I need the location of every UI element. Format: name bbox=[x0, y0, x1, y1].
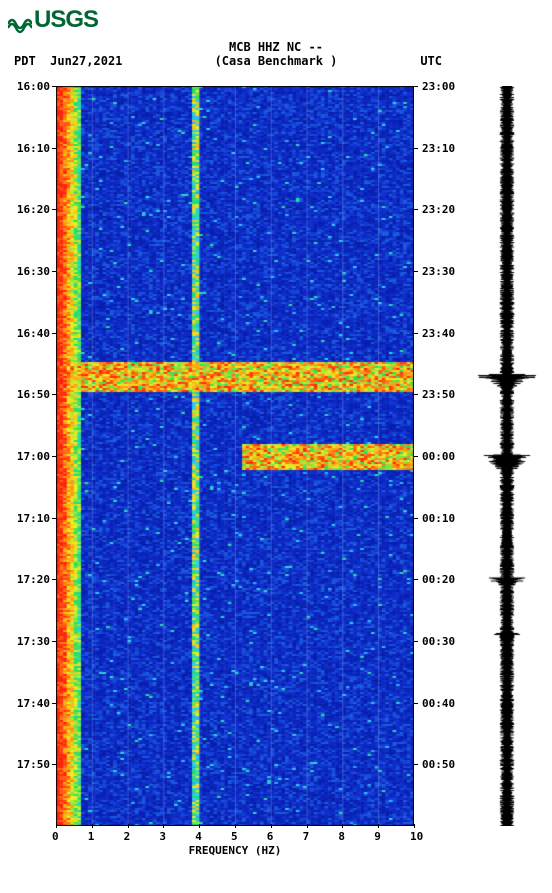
y-tick-left: 16:20 bbox=[17, 203, 50, 216]
y-tick-left: 17:10 bbox=[17, 512, 50, 525]
usgs-logo: USGS bbox=[8, 6, 98, 34]
seismogram-canvas bbox=[474, 86, 540, 826]
x-tick: 7 bbox=[303, 830, 310, 843]
x-tick: 2 bbox=[124, 830, 131, 843]
x-tick: 10 bbox=[410, 830, 423, 843]
y-tick-right: 23:00 bbox=[422, 80, 455, 93]
y-tick-left: 17:40 bbox=[17, 697, 50, 710]
y-tick-left: 16:10 bbox=[17, 142, 50, 155]
y-tick-right: 23:40 bbox=[422, 327, 455, 340]
spectrogram-plot bbox=[56, 86, 414, 826]
y-tick-right: 23:30 bbox=[422, 265, 455, 278]
seismogram-plot bbox=[474, 86, 540, 826]
x-axis-label: FREQUENCY (HZ) bbox=[56, 844, 414, 857]
usgs-text: USGS bbox=[34, 6, 98, 33]
y-tick-left: 16:40 bbox=[17, 327, 50, 340]
y-tick-left: 17:20 bbox=[17, 573, 50, 586]
y-tick-left: 16:00 bbox=[17, 80, 50, 93]
date: Jun27,2021 bbox=[50, 54, 122, 68]
chart-header: MCB HHZ NC -- PDT Jun27,2021 (Casa Bench… bbox=[0, 40, 552, 68]
y-tick-right: 23:20 bbox=[422, 203, 455, 216]
y-tick-right: 00:00 bbox=[422, 450, 455, 463]
y-tick-right: 00:20 bbox=[422, 573, 455, 586]
station-code: MCB HHZ NC -- bbox=[0, 40, 552, 54]
y-axis-left: 16:0016:1016:2016:3016:4016:5017:0017:10… bbox=[0, 86, 56, 826]
x-tick: 9 bbox=[374, 830, 381, 843]
y-tick-left: 16:50 bbox=[17, 388, 50, 401]
timezone-left-and-date: PDT Jun27,2021 bbox=[14, 54, 122, 68]
tz-right: UTC bbox=[420, 54, 442, 68]
y-tick-left: 17:50 bbox=[17, 758, 50, 771]
y-tick-right: 23:10 bbox=[422, 142, 455, 155]
y-tick-left: 17:30 bbox=[17, 635, 50, 648]
x-tick: 6 bbox=[267, 830, 274, 843]
y-tick-left: 16:30 bbox=[17, 265, 50, 278]
y-tick-right: 00:50 bbox=[422, 758, 455, 771]
y-tick-right: 00:40 bbox=[422, 697, 455, 710]
y-tick-right: 00:30 bbox=[422, 635, 455, 648]
x-tick: 1 bbox=[88, 830, 95, 843]
x-tick: 3 bbox=[159, 830, 166, 843]
y-tick-right: 00:10 bbox=[422, 512, 455, 525]
usgs-wave-icon bbox=[8, 14, 32, 34]
x-tick: 5 bbox=[231, 830, 238, 843]
spectrogram-canvas bbox=[56, 86, 414, 826]
y-tick-right: 23:50 bbox=[422, 388, 455, 401]
y-tick-left: 17:00 bbox=[17, 450, 50, 463]
tz-left: PDT bbox=[14, 54, 36, 68]
x-tick: 4 bbox=[195, 830, 202, 843]
x-tick: 8 bbox=[338, 830, 345, 843]
y-axis-right: 23:0023:1023:2023:3023:4023:5000:0000:10… bbox=[414, 86, 474, 826]
x-tick: 0 bbox=[52, 830, 59, 843]
